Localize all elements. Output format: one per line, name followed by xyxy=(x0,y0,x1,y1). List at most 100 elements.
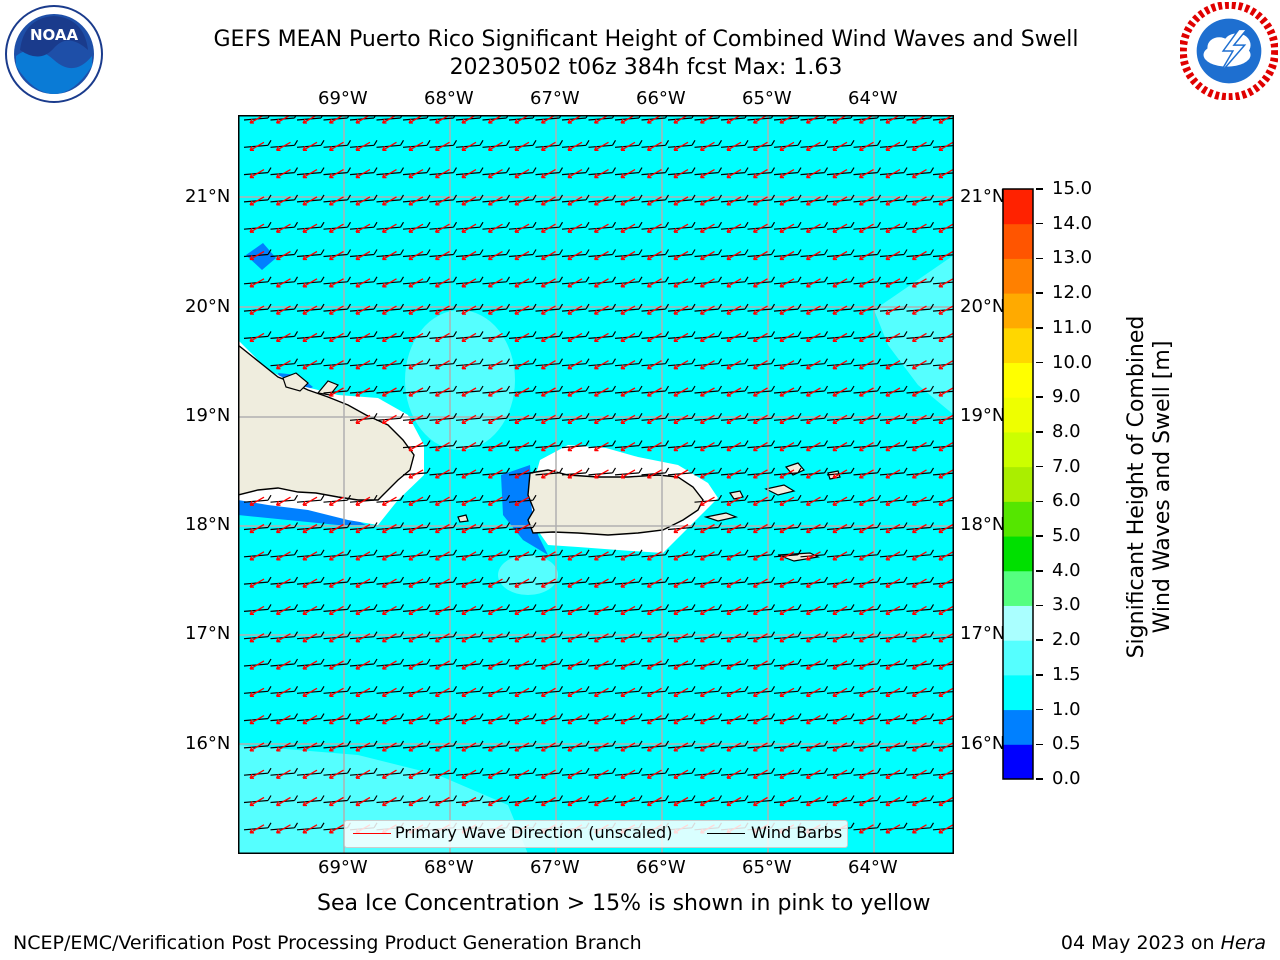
colorbar-segment xyxy=(1003,674,1033,711)
wave-direction-arrow xyxy=(911,414,927,424)
wave-direction-arrow xyxy=(328,332,344,343)
wave-direction-arrow xyxy=(646,141,662,151)
wave-direction-arrow xyxy=(540,414,556,424)
wave-direction-arrow xyxy=(355,223,371,233)
wave-direction-arrow xyxy=(832,715,848,725)
wave-direction-arrow xyxy=(673,414,689,424)
wave-direction-arrow xyxy=(540,715,556,725)
wave-direction-arrow xyxy=(302,360,318,370)
colorbar-tick-label: 4.0 xyxy=(1052,559,1081,581)
wave-direction-arrow xyxy=(620,769,636,779)
wave-direction-arrow xyxy=(752,414,768,424)
wave-direction-arrow xyxy=(805,469,821,479)
wave-direction-arrow xyxy=(461,523,477,534)
wave-direction-arrow xyxy=(699,687,715,697)
noaa-logo-icon: NOAA xyxy=(5,5,103,103)
wave-direction-arrow xyxy=(249,715,265,725)
wave-direction-arrow xyxy=(567,387,583,397)
wave-direction-arrow xyxy=(408,769,424,779)
wave-direction-arrow xyxy=(779,796,795,807)
wave-direction-arrow xyxy=(408,414,424,424)
wave-direction-arrow xyxy=(487,742,503,752)
wave-direction-arrow xyxy=(779,305,795,315)
colorbar-tick-label: 8.0 xyxy=(1052,420,1081,442)
colorbar-tick-mark xyxy=(1036,292,1043,294)
wave-direction-arrow xyxy=(885,469,901,479)
wave-direction-arrow xyxy=(275,824,291,834)
colorbar-tick-label: 15.0 xyxy=(1052,178,1093,199)
wave-direction-arrow xyxy=(328,223,344,233)
footer-branch: NCEP/EMC/Verification Post Processing Pr… xyxy=(13,932,642,954)
wave-direction-arrow xyxy=(726,387,742,397)
wave-direction-arrow xyxy=(726,250,742,261)
wave-direction-arrow xyxy=(540,387,556,397)
wave-direction-arrow xyxy=(726,578,742,588)
wave-direction-arrow xyxy=(805,633,821,643)
wave-direction-arrow xyxy=(567,469,583,479)
wave-direction-arrow xyxy=(779,523,795,534)
wave-direction-arrow xyxy=(885,551,901,561)
wave-direction-arrow xyxy=(434,605,450,616)
wave-direction-arrow xyxy=(832,387,848,397)
wave-direction-arrow xyxy=(461,469,477,479)
wave-direction-arrow xyxy=(779,687,795,697)
wave-direction-arrow xyxy=(752,742,768,752)
wave-direction-arrow xyxy=(328,141,344,151)
lon-label-bottom-65w: 65°W xyxy=(742,857,792,878)
wave-direction-arrow xyxy=(514,715,530,725)
wave-direction-arrow xyxy=(699,414,715,424)
lat-label-left-19n: 19°N xyxy=(185,405,231,426)
wave-direction-arrow xyxy=(540,223,556,233)
wave-direction-arrow xyxy=(328,742,344,752)
lat-label-right-20n: 20°N xyxy=(960,296,1006,317)
wave-direction-arrow xyxy=(779,442,795,452)
wave-direction-arrow xyxy=(302,687,318,697)
wave-direction-arrow xyxy=(275,496,291,506)
wave-direction-arrow xyxy=(461,687,477,697)
wave-direction-arrow xyxy=(752,387,768,397)
wave-direction-arrow xyxy=(434,769,450,779)
wave-direction-arrow xyxy=(699,605,715,616)
wave-direction-arrow xyxy=(249,496,265,506)
colorbar-tick-mark xyxy=(1036,743,1043,746)
wave-direction-arrow xyxy=(381,387,397,397)
wave-direction-arrow xyxy=(461,169,477,179)
wave-direction-arrow xyxy=(911,715,927,725)
wave-direction-arrow xyxy=(726,769,742,779)
wave-direction-arrow xyxy=(779,169,795,179)
wave-direction-arrow xyxy=(805,551,821,561)
wave-direction-arrow xyxy=(540,278,556,288)
wave-direction-arrow xyxy=(938,824,954,834)
wave-direction-arrow xyxy=(726,414,742,424)
wave-direction-arrow xyxy=(514,278,530,288)
wave-direction-arrow xyxy=(832,605,848,616)
wave-direction-arrow xyxy=(355,414,371,424)
wave-direction-arrow xyxy=(858,278,874,288)
wave-direction-arrow xyxy=(381,523,397,534)
wave-direction-arrow xyxy=(514,387,530,397)
wave-direction-arrow xyxy=(779,769,795,779)
wave-direction-arrow xyxy=(805,169,821,179)
lon-label-bottom-67w: 67°W xyxy=(530,857,580,878)
wave-direction-arrow xyxy=(434,687,450,697)
wave-direction-arrow xyxy=(938,605,954,616)
wave-direction-arrow xyxy=(646,578,662,588)
lat-label-right-18n: 18°N xyxy=(960,514,1006,535)
wave-direction-arrow xyxy=(832,660,848,670)
wave-direction-arrow xyxy=(752,496,768,506)
wave-direction-arrow xyxy=(381,578,397,588)
wave-direction-arrow xyxy=(487,223,503,233)
wave-direction-arrow xyxy=(302,824,318,834)
colorbar-tick-label: 3.0 xyxy=(1052,594,1081,616)
wave-direction-arrow xyxy=(487,469,503,479)
wave-direction-arrow xyxy=(514,660,530,670)
wave-direction-arrow xyxy=(434,715,450,725)
wind-barb-swatch xyxy=(707,833,745,834)
wave-direction-arrow xyxy=(885,633,901,643)
wave-direction-arrow xyxy=(355,551,371,561)
wave-direction-arrow xyxy=(408,796,424,807)
wave-direction-arrow xyxy=(620,469,636,479)
wave-direction-arrow xyxy=(328,360,344,370)
wave-direction-arrow xyxy=(275,223,291,233)
wave-direction-arrow xyxy=(832,332,848,343)
